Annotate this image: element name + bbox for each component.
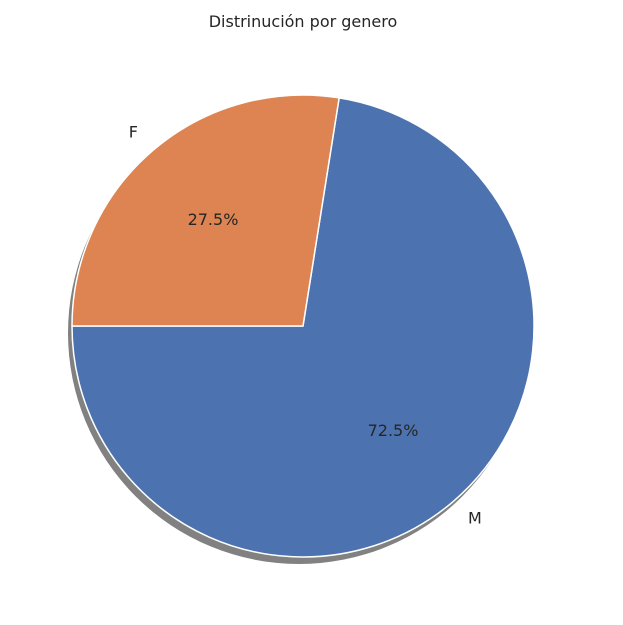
slice-label-f: F xyxy=(129,122,138,141)
percent-label-m: 72.5% xyxy=(368,421,419,440)
pie-slice-m xyxy=(71,97,535,558)
pie-labels: M 72.5% F 27.5% xyxy=(129,122,482,527)
chart-title: Distrinución por genero xyxy=(209,12,398,31)
pie-slices xyxy=(71,94,535,558)
pie-slice-f xyxy=(71,94,340,327)
percent-label-f: 27.5% xyxy=(188,210,239,229)
slice-label-m: M xyxy=(468,509,482,528)
